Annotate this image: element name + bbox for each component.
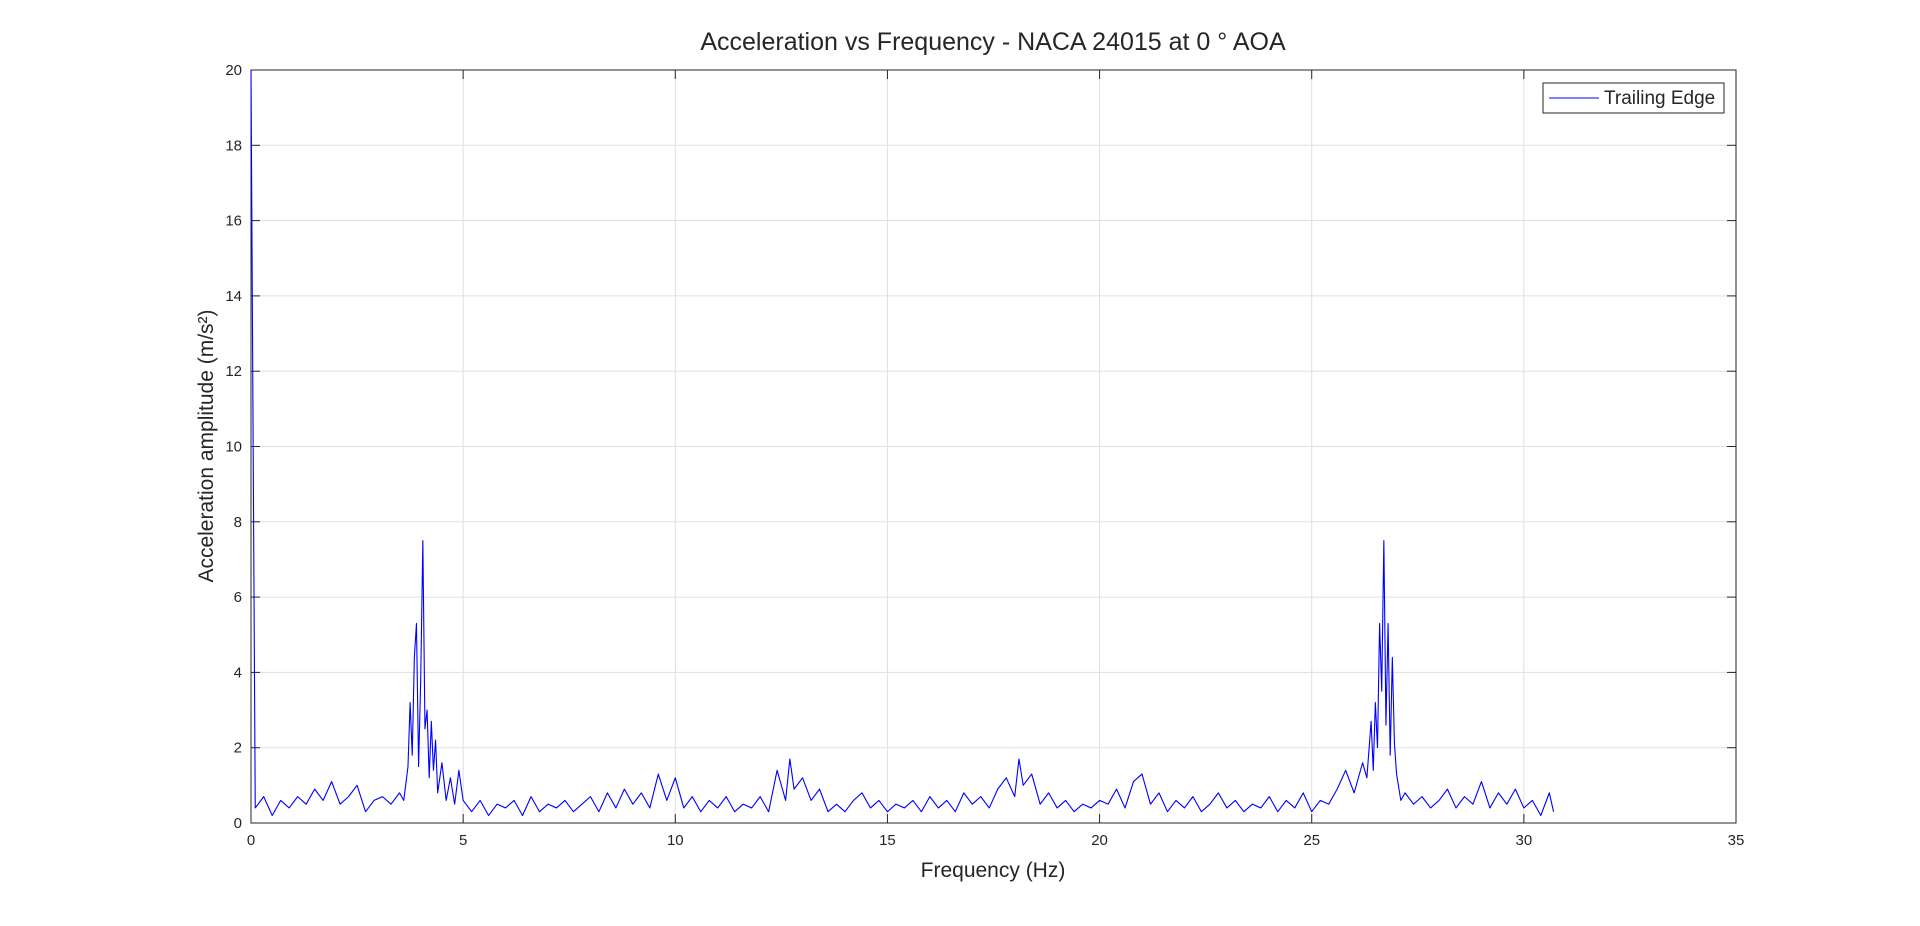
y-tick-label: 18	[225, 137, 242, 154]
y-tick-label: 20	[225, 62, 242, 79]
chart-title: Acceleration vs Frequency - NACA 24015 a…	[700, 28, 1286, 56]
y-tick-label: 16	[225, 213, 242, 230]
x-axis-label: Frequency (Hz)	[921, 859, 1066, 882]
y-axis-label: Acceleration amplitude (m/s²)	[195, 309, 218, 582]
y-tick-label: 0	[234, 815, 242, 832]
x-tick-label: 15	[879, 832, 896, 849]
y-tick-label: 6	[234, 589, 242, 606]
x-tick-label: 20	[1091, 832, 1108, 849]
x-tick-label: 10	[667, 832, 684, 849]
data-line	[250, 69, 1555, 817]
x-tick-label: 0	[247, 832, 255, 849]
x-tick-label: 5	[459, 832, 467, 849]
y-tick-label: 14	[225, 288, 242, 305]
x-tick-label: 30	[1516, 832, 1533, 849]
y-tick-label: 12	[225, 363, 242, 380]
y-tick-label: 8	[234, 514, 242, 531]
axes-box	[250, 69, 1737, 824]
x-tick-label: 35	[1728, 832, 1745, 849]
x-tick-label: 25	[1303, 832, 1320, 849]
y-tick-label: 2	[234, 740, 242, 757]
legend-label: Trailing Edge	[1604, 88, 1715, 109]
y-tick-label: 10	[225, 439, 242, 456]
y-tick-label: 4	[234, 664, 242, 681]
